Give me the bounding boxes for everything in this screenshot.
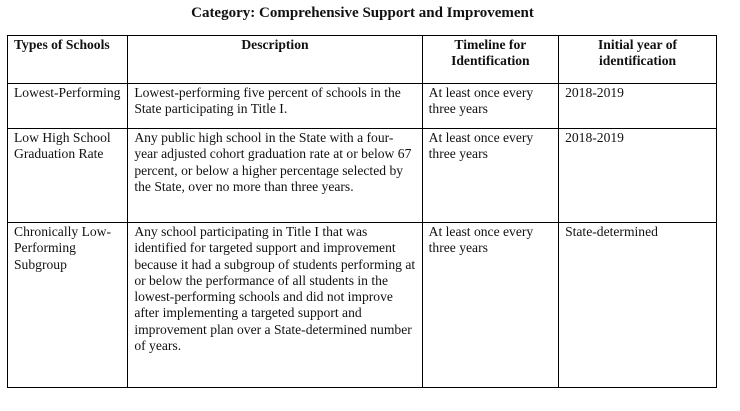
cell-description: Any school participating in Title I that… — [127, 222, 423, 388]
table-row: Lowest-Performing Lowest-performing five… — [6, 83, 717, 129]
table-header-row: Types of Schools Description Timeline fo… — [6, 35, 717, 84]
school-types-table: Types of Schools Description Timeline fo… — [6, 35, 717, 388]
cell-initial-year: 2018-2019 — [558, 128, 717, 223]
cell-initial-year: State-determined — [558, 222, 717, 388]
cell-timeline: At least once every three years — [421, 222, 560, 388]
table-row: Chronically Low-Performing Subgroup Any … — [6, 222, 717, 388]
category-title: Category: Comprehensive Support and Impr… — [191, 5, 534, 21]
header-initial-year: Initial year of identification — [558, 35, 717, 84]
cell-timeline: At least once every three years — [421, 83, 560, 129]
cell-timeline: At least once every three years — [421, 128, 560, 223]
cell-type: Chronically Low-Performing Subgroup — [6, 222, 129, 388]
table-row: Low High School Graduation Rate Any publ… — [6, 128, 717, 223]
header-timeline: Timeline for Identification — [421, 35, 560, 84]
cell-description: Lowest-performing five percent of school… — [127, 83, 423, 129]
header-description: Description — [127, 35, 423, 84]
cell-initial-year: 2018-2019 — [558, 83, 717, 129]
cell-type: Low High School Graduation Rate — [6, 128, 129, 223]
cell-type: Lowest-Performing — [6, 83, 129, 129]
header-types: Types of Schools — [6, 35, 129, 84]
cell-description: Any public high school in the State with… — [127, 128, 423, 223]
